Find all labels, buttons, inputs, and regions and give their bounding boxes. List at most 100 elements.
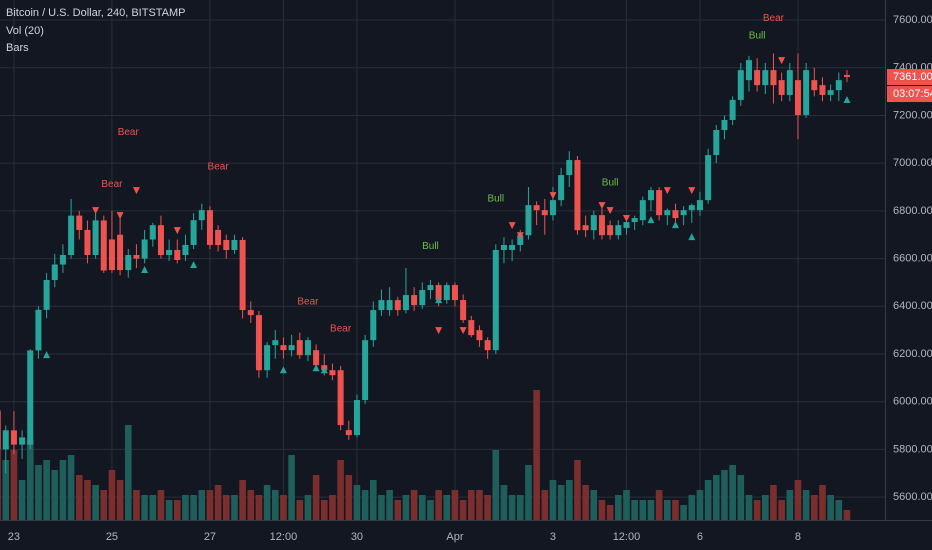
y-tick-label: 6800.00 — [893, 205, 932, 217]
volume-bar — [623, 490, 630, 520]
candle-body — [549, 200, 556, 216]
candle-body — [623, 222, 630, 229]
volume-bar — [663, 500, 671, 520]
volume-bar — [124, 425, 132, 520]
volume-bar — [606, 505, 614, 520]
volume-bar — [729, 465, 736, 520]
y-tick-label: 6000.00 — [893, 396, 932, 408]
candle-body — [149, 225, 156, 240]
candle-body — [492, 249, 499, 351]
volume-bar — [67, 455, 75, 520]
candle-body — [0, 411, 1, 450]
volume-bar — [0, 410, 1, 520]
candle-body — [345, 430, 352, 436]
volume-bar — [353, 485, 361, 520]
volume-bar — [418, 495, 426, 520]
last-price-label: 7361.00 — [893, 71, 932, 83]
volume-bar — [320, 500, 328, 520]
volume-bar — [369, 480, 377, 520]
candle-body — [2, 430, 9, 450]
volume-bar — [157, 490, 165, 520]
candle-body — [92, 220, 99, 255]
signal-marker — [312, 364, 320, 372]
volume-bar — [843, 510, 851, 520]
volume-bar — [35, 465, 42, 520]
candle-body — [672, 210, 679, 219]
candle-body — [133, 254, 140, 259]
y-tick-label: 6200.00 — [893, 348, 932, 360]
volume-bar — [198, 490, 206, 520]
candle-body — [386, 300, 393, 311]
volume-bar — [222, 495, 230, 520]
y-tick-label: 6400.00 — [893, 300, 932, 312]
signal-marker — [647, 216, 655, 224]
signal-marker — [320, 366, 328, 374]
candle-body — [745, 60, 752, 81]
candle-body — [615, 225, 622, 236]
candle-body — [680, 210, 687, 216]
volume-bar — [786, 490, 794, 520]
volume-bar — [590, 490, 598, 520]
candle-body — [157, 225, 164, 255]
candle-body — [664, 210, 671, 216]
volume-bar — [75, 475, 83, 520]
indicator-label: Bars — [6, 42, 29, 54]
volume-bar — [263, 485, 271, 520]
annotation: Bull — [422, 241, 439, 252]
candle-body — [639, 200, 646, 221]
volume-bar — [484, 495, 491, 520]
candle-body — [803, 70, 810, 115]
candle-body — [125, 254, 132, 271]
annotation: Bear — [118, 127, 140, 138]
volume-bar — [149, 495, 157, 520]
volume-bar — [827, 495, 834, 520]
candle-body — [247, 310, 254, 316]
signal-marker — [190, 261, 198, 269]
x-tick-label: 8 — [795, 531, 801, 543]
candle-body — [468, 320, 475, 336]
signal-marker — [688, 187, 696, 195]
x-tick-label: 30 — [351, 531, 363, 543]
volume-bar — [329, 495, 336, 520]
annotation: Bull — [487, 194, 504, 205]
volume-bar — [492, 450, 500, 520]
x-tick-label: 23 — [8, 531, 20, 543]
y-tick-label: 7000.00 — [893, 157, 932, 169]
candle-body — [427, 285, 434, 291]
volume-bar — [696, 490, 704, 520]
volume-bar — [280, 495, 287, 520]
volume-bar — [378, 495, 385, 520]
countdown-label: 03:07:54 — [893, 88, 932, 100]
x-tick-label: 12:00 — [613, 531, 641, 543]
volume-bar — [108, 470, 116, 520]
signal-marker — [116, 212, 124, 220]
candle-body — [574, 160, 581, 231]
candle-body — [451, 285, 458, 301]
volume-bar — [721, 470, 728, 520]
signal-marker — [622, 215, 630, 223]
candle-body — [541, 210, 548, 216]
candle-body — [141, 239, 148, 259]
volume-bar — [557, 485, 565, 520]
candle-body — [10, 430, 17, 445]
volume-bar — [288, 455, 295, 520]
candle-body — [272, 340, 279, 346]
volume-bar — [59, 460, 67, 520]
candle-body — [770, 70, 777, 86]
volume-bar — [574, 460, 581, 520]
candle-body — [819, 85, 826, 95]
candle-body — [182, 244, 189, 255]
signal-marker — [688, 233, 696, 241]
volume-bar — [582, 485, 589, 520]
annotation: Bear — [101, 179, 123, 190]
volume-bar — [688, 495, 696, 520]
volume-bar — [712, 475, 720, 520]
candle-body — [215, 229, 222, 245]
volume-bar — [778, 500, 785, 520]
candle-body — [705, 155, 712, 201]
candle-body — [231, 239, 238, 250]
volume-bar — [26, 440, 34, 520]
volume-bar — [435, 490, 442, 520]
candle-body — [174, 249, 181, 260]
signal-marker — [508, 222, 516, 230]
